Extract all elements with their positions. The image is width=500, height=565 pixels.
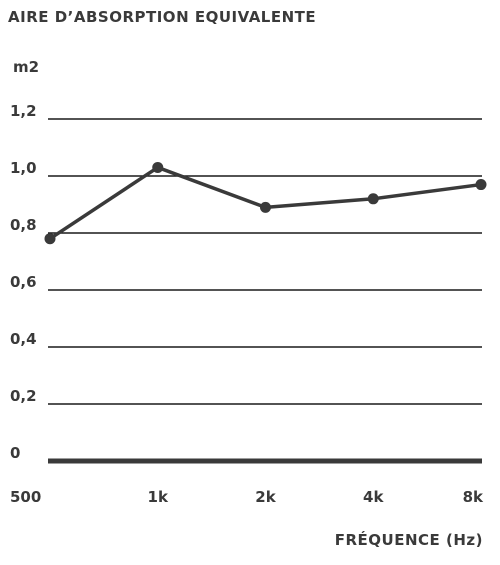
y-axis-label: m2: [13, 58, 40, 76]
y-tick-label: 0,6: [10, 273, 37, 291]
y-tick-label: 0,4: [10, 330, 37, 348]
grid-lines: [48, 118, 482, 464]
data-point: [475, 179, 487, 191]
y-tick-label: 0,2: [10, 387, 37, 405]
y-tick-label: 1,2: [10, 102, 37, 120]
x-tick-label: 2k: [255, 488, 276, 506]
y-tick-label: 0,8: [10, 216, 37, 234]
data-point: [367, 193, 379, 205]
data-point: [260, 201, 271, 213]
x-axis-label: FRÉQUENCE (Hz): [334, 531, 483, 549]
series-group: [44, 161, 487, 245]
x-tick-label: 4k: [363, 488, 384, 506]
chart-title: AIRE D’ABSORPTION EQUIVALENTE: [8, 8, 317, 26]
x-tick-labels: 500 1k 2k 4k 8k: [10, 488, 484, 506]
y-tick-labels: 0 0,2 0,4 0,6 0,8 1,0 1,2: [10, 102, 37, 462]
x-tick-label: 500: [10, 488, 41, 506]
y-tick-label: 1,0: [10, 159, 37, 177]
data-point: [44, 233, 56, 245]
x-tick-label: 1k: [148, 488, 169, 506]
data-point: [152, 161, 164, 173]
y-tick-label: 0: [10, 444, 20, 462]
x-tick-label: 8k: [463, 488, 484, 506]
